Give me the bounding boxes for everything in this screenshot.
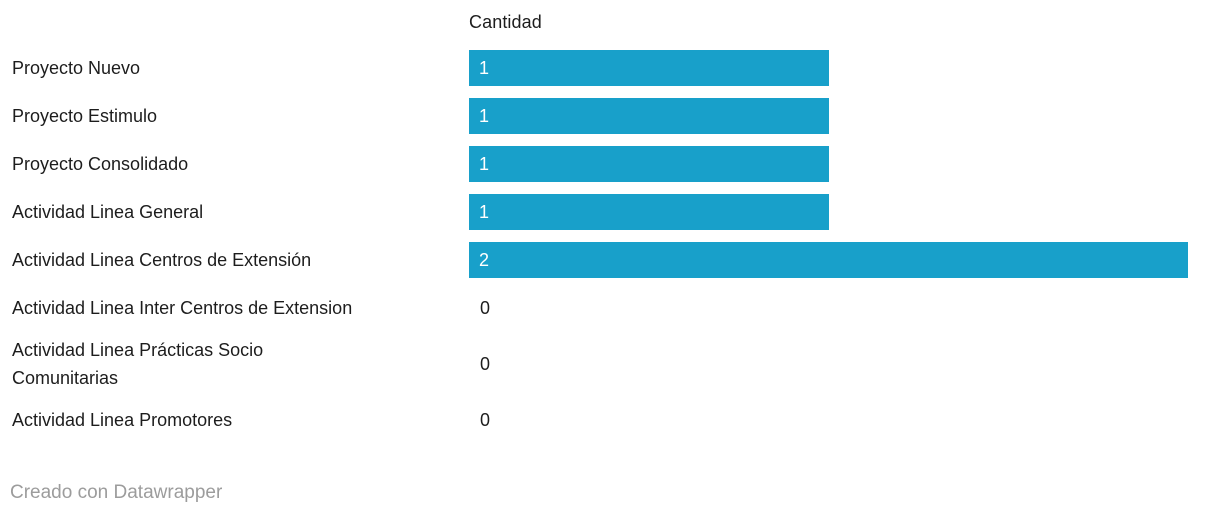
chart-row: Proyecto Estimulo 1	[0, 92, 1220, 140]
bar-cell: 0	[469, 298, 1188, 319]
value-column-header: Cantidad	[469, 11, 542, 32]
bar-cell: 1	[469, 194, 1188, 230]
bar-value-label: 1	[479, 202, 490, 222]
chart-row: Actividad Linea General 1	[0, 188, 1220, 236]
chart-rows: Proyecto Nuevo 1 Proyecto Estimulo 1 Proyect…	[0, 44, 1220, 444]
bar-value-label: 1	[479, 106, 490, 126]
bar[interactable]: 1	[469, 194, 829, 230]
chart-row: Actividad Linea Promotores 0	[0, 396, 1220, 444]
category-label: Actividad Linea Prácticas Socio Comunita…	[12, 340, 264, 388]
bar[interactable]: 1	[469, 146, 829, 182]
bar-value-label: 1	[479, 154, 490, 174]
category-label: Proyecto Estimulo	[12, 106, 158, 126]
category-label: Proyecto Nuevo	[12, 58, 141, 78]
bar-value-label: 2	[479, 250, 490, 270]
bar-cell: 0	[469, 354, 1188, 375]
bar-value-label: 0	[480, 353, 491, 374]
category-label: Actividad Linea Inter Centros de Extensi…	[12, 298, 353, 318]
category-label: Actividad Linea Centros de Extensión	[12, 250, 312, 270]
bar[interactable]: 1	[469, 98, 829, 134]
chart-row: Actividad Linea Centros de Extensión 2	[0, 236, 1220, 284]
bar-cell: 1	[469, 98, 1188, 134]
chart-row: Proyecto Nuevo 1	[0, 44, 1220, 92]
bar-chart: Cantidad Proyecto Nuevo 1 Proyecto Estimul…	[0, 0, 1220, 444]
chart-row: Proyecto Consolidado 1	[0, 140, 1220, 188]
bar-cell: 1	[469, 146, 1188, 182]
bar[interactable]: 1	[469, 50, 829, 86]
bar-value-label: 1	[479, 58, 490, 78]
bar-cell: 0	[469, 410, 1188, 431]
category-label: Proyecto Consolidado	[12, 154, 189, 174]
category-label: Actividad Linea General	[12, 202, 204, 222]
bar[interactable]: 2	[469, 242, 1188, 278]
chart-header: Cantidad	[0, 0, 1220, 44]
chart-row: Actividad Linea Prácticas Socio Comunita…	[0, 332, 1220, 396]
bar-value-label: 0	[480, 409, 491, 430]
datawrapper-attribution-link[interactable]: Creado con Datawrapper	[10, 482, 223, 503]
bar-cell: 1	[469, 50, 1188, 86]
bar-cell: 2	[469, 242, 1188, 278]
chart-row: Actividad Linea Inter Centros de Extensi…	[0, 284, 1220, 332]
category-label: Actividad Linea Promotores	[12, 410, 233, 430]
bar-value-label: 0	[480, 297, 491, 318]
